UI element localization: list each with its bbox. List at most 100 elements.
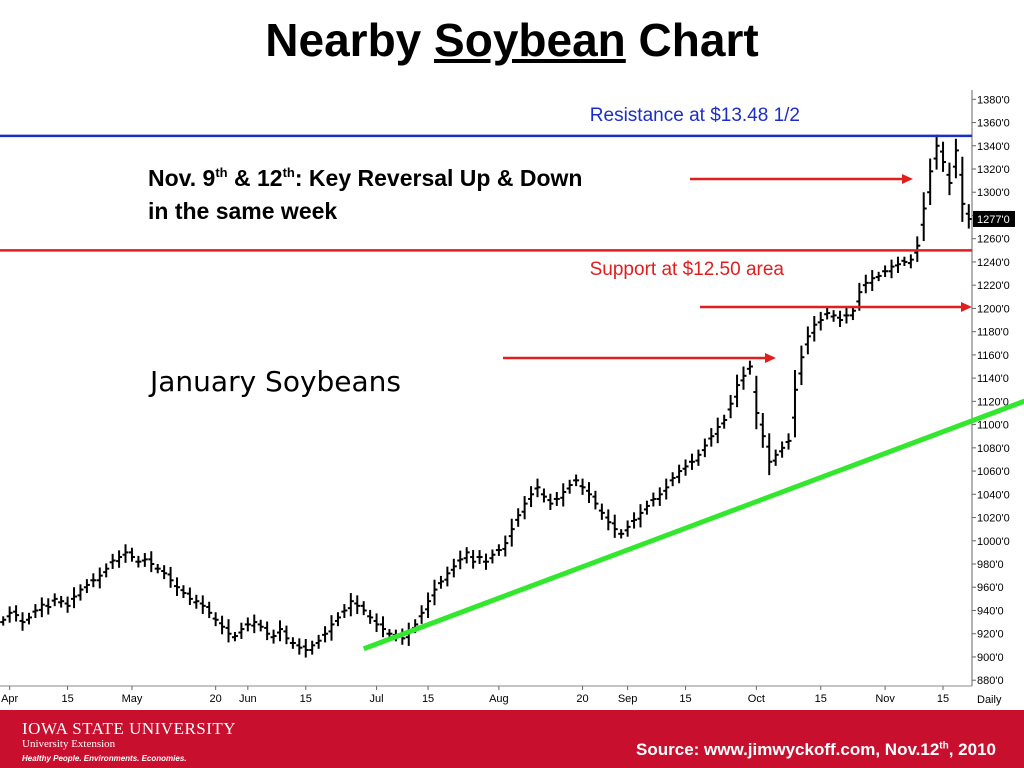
price-bar <box>174 577 181 596</box>
key-reversal-annotation: Nov. 9th & 12th: Key Reversal Up & Down <box>148 165 582 191</box>
price-bar <box>457 550 464 570</box>
price-bar <box>553 491 560 506</box>
price-bar <box>270 629 277 644</box>
price-bar <box>206 601 213 619</box>
price-bar <box>785 433 792 450</box>
price-bar <box>560 483 567 507</box>
price-bar <box>817 311 824 331</box>
price-bar <box>463 547 470 564</box>
price-bar <box>862 274 869 294</box>
y-tick-label: 1160'0 <box>977 350 1009 362</box>
price-bar <box>637 504 644 528</box>
y-tick-label: 1340'0 <box>977 141 1010 153</box>
price-bar <box>334 612 341 627</box>
price-bar <box>952 138 959 179</box>
price-bar <box>71 587 78 609</box>
price-bar <box>566 479 573 494</box>
x-tick-label: Aug <box>489 693 509 705</box>
price-bar <box>251 614 258 634</box>
x-tick-label: Sep <box>618 693 638 705</box>
price-bar <box>225 619 232 643</box>
price-bar <box>656 487 663 506</box>
price-bar <box>431 579 438 606</box>
price-bar <box>959 156 966 222</box>
price-bar <box>502 535 509 557</box>
price-bar <box>888 259 895 279</box>
university-extension: University Extension <box>22 738 116 750</box>
price-bar <box>135 555 142 568</box>
x-tick-label: 20 <box>576 693 588 705</box>
price-bar <box>779 441 786 458</box>
university-logo: IOWA STATE UNIVERSITY University Extensi… <box>22 720 236 767</box>
x-tick-label: Nov <box>875 693 895 705</box>
price-bar <box>161 565 168 580</box>
price-bar <box>618 529 625 539</box>
price-bar <box>907 254 914 269</box>
price-bar <box>283 625 290 645</box>
price-bar <box>360 601 367 616</box>
price-bar <box>734 374 741 408</box>
arrow-to-breakout-head <box>961 302 972 312</box>
price-bar <box>38 597 45 618</box>
y-tick-label: 1020'0 <box>977 513 1010 525</box>
price-bar <box>58 595 65 608</box>
price-bar <box>965 204 972 229</box>
x-axis-ticks: Apr 15 May 20 Jun 15 Jul 15 Aug 20 Sep 15 Oct 15 Nov 15 <box>1 686 949 705</box>
price-bar <box>116 550 123 568</box>
price-bar <box>940 141 947 172</box>
x-tick-label: Apr <box>1 693 18 705</box>
price-bar <box>244 617 251 632</box>
price-bar <box>77 584 84 601</box>
price-bar <box>534 478 541 498</box>
price-bar <box>624 520 631 537</box>
price-bar <box>257 619 264 632</box>
price-bar <box>695 449 702 466</box>
price-bar <box>772 449 779 466</box>
price-bar <box>13 605 20 622</box>
price-bar <box>64 596 71 613</box>
university-tagline: Healthy People. Environments. Economies. <box>22 754 187 763</box>
frequency-label: Daily <box>977 694 1002 706</box>
price-bar <box>264 621 271 641</box>
price-bar <box>611 514 618 538</box>
price-bar <box>791 369 798 438</box>
price-bar <box>875 271 882 282</box>
price-bar <box>528 486 535 508</box>
price-bar <box>631 512 638 529</box>
price-bar <box>759 412 766 448</box>
y-tick-label: 1140'0 <box>977 373 1009 385</box>
y-tick-label: 960'0 <box>977 582 1004 594</box>
price-bar <box>721 414 728 429</box>
source-citation: Source: www.jimwyckoff.com, Nov.12th, 20… <box>636 740 996 759</box>
price-bar <box>167 566 174 588</box>
price-bar <box>650 492 657 507</box>
price-bar <box>212 612 219 627</box>
price-bar <box>219 615 226 635</box>
price-bar <box>489 549 496 564</box>
price-bar <box>141 552 148 567</box>
price-bar <box>470 550 477 569</box>
price-bar <box>354 595 361 614</box>
price-bars <box>0 134 972 658</box>
page-title: Nearby Soybean Chart <box>0 12 1024 68</box>
price-bar <box>547 493 554 510</box>
price-bar <box>32 604 39 619</box>
price-bar <box>740 366 747 390</box>
price-bar <box>19 612 26 631</box>
y-tick-label: 1240'0 <box>977 257 1010 269</box>
price-bar <box>804 326 811 355</box>
price-bar <box>933 134 940 170</box>
price-bar <box>231 631 238 642</box>
price-bar <box>508 518 515 547</box>
x-tick-label: 15 <box>61 693 73 705</box>
price-bar <box>701 438 708 458</box>
price-bar <box>540 488 547 503</box>
title-underlined-word: Soybean <box>434 14 626 66</box>
price-bar <box>927 158 934 206</box>
y-tick-label: 920'0 <box>977 629 1004 641</box>
y-tick-label: 1300'0 <box>977 187 1010 199</box>
price-bar <box>676 464 683 484</box>
price-bar <box>605 509 612 531</box>
price-bar <box>585 482 592 504</box>
footer-banner: IOWA STATE UNIVERSITY University Extensi… <box>0 710 1024 768</box>
